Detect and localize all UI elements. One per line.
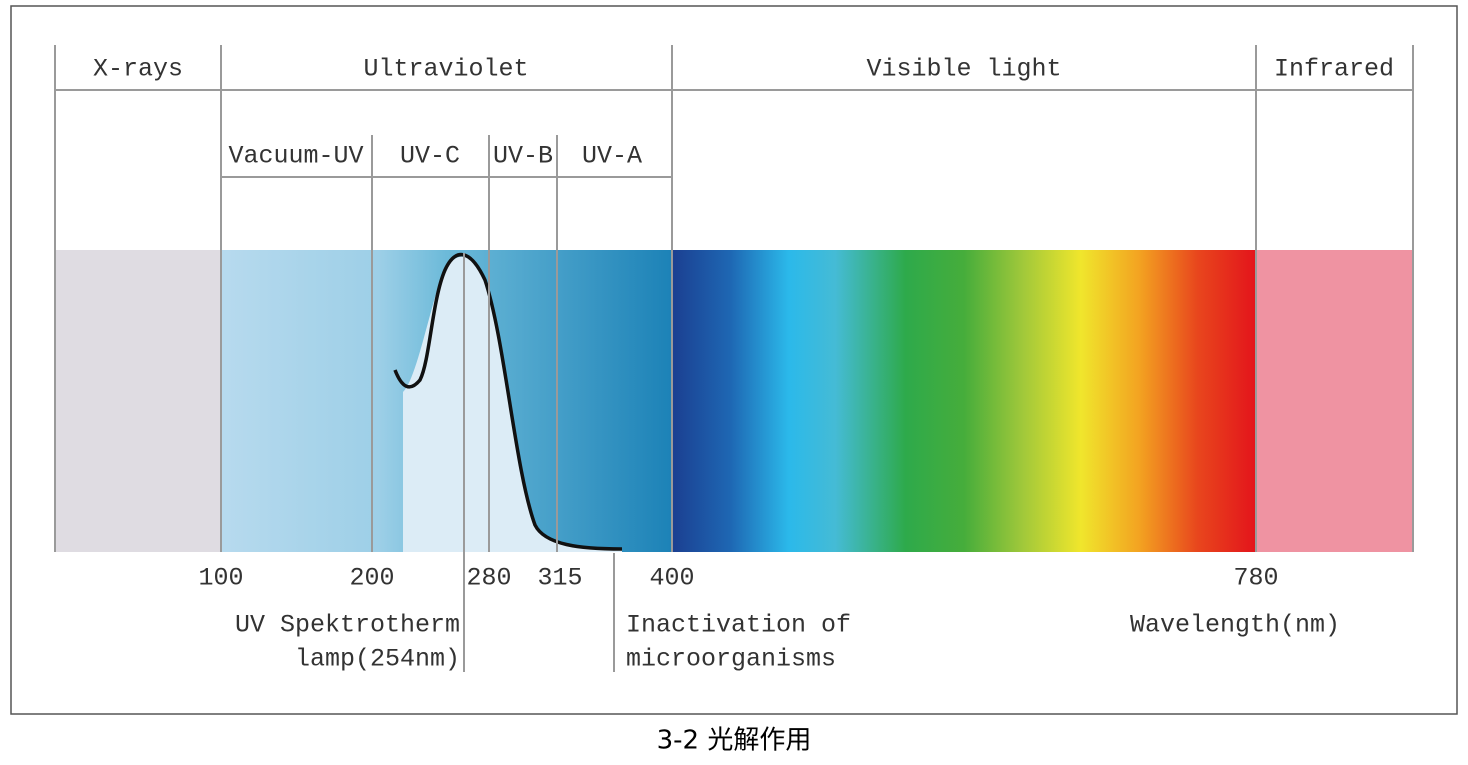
- wavelength-label: 280: [466, 564, 511, 593]
- uv-band-label: Vacuum-UV: [228, 142, 363, 171]
- wavelength-label: 315: [537, 564, 582, 593]
- band-label: Ultraviolet: [363, 55, 528, 84]
- xray-band: [55, 250, 221, 552]
- annotation: UV Spektrotherm: [235, 611, 460, 640]
- annotation: lamp(254nm): [295, 645, 460, 674]
- frame: [10, 5, 1458, 715]
- band-label: X-rays: [93, 55, 183, 84]
- annotation: Inactivation of: [626, 611, 851, 640]
- wavelength-label: 780: [1233, 564, 1278, 593]
- lamp-area: [403, 256, 622, 552]
- uv-band-label: UV-B: [493, 142, 553, 171]
- axis-label: Wavelength(nm): [1130, 611, 1340, 640]
- uv-band-label: UV-C: [400, 142, 460, 171]
- visible-band: [672, 250, 1256, 552]
- wavelength-label: 100: [198, 564, 243, 593]
- grid: [54, 45, 1414, 672]
- band-label: Infrared: [1274, 55, 1394, 84]
- lamp-curve: [393, 252, 623, 551]
- band-label: Visible light: [866, 55, 1061, 84]
- wavelength-label: 200: [349, 564, 394, 593]
- uv-band-label: UV-A: [582, 142, 642, 171]
- wavelength-label: 400: [649, 564, 694, 593]
- infrared-band: [1256, 250, 1413, 552]
- caption: 3-2 光解作用: [657, 726, 812, 756]
- annotation: microorganisms: [626, 645, 836, 674]
